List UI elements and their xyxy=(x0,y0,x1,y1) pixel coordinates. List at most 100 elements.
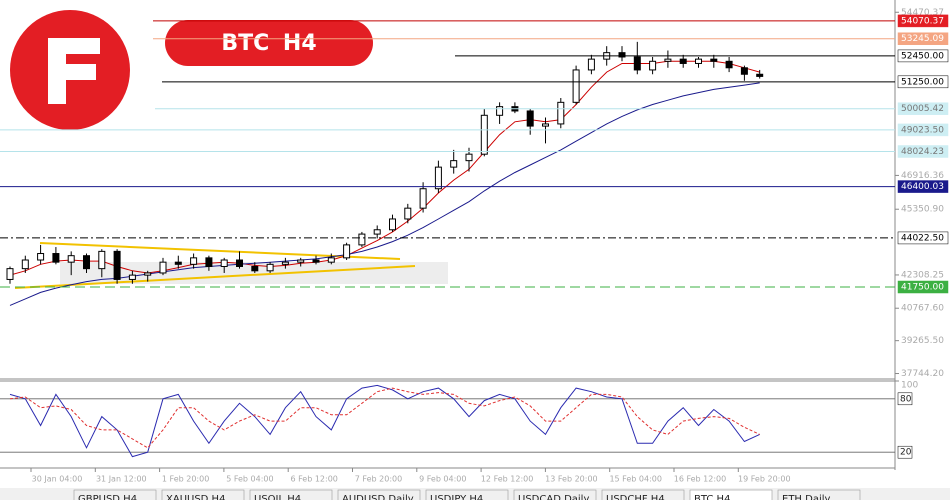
candle-body xyxy=(174,261,182,265)
candle-body xyxy=(205,257,213,267)
candle-body xyxy=(128,274,136,280)
tab-label[interactable]: USDJPY,H4 xyxy=(430,494,483,500)
candle-body xyxy=(633,56,641,71)
candle-body xyxy=(236,259,243,267)
candle-body xyxy=(98,250,106,270)
x-tick-label: 7 Feb 20:00 xyxy=(355,475,402,484)
y-tick-label: 39265.50 xyxy=(901,336,944,346)
oscillator-line xyxy=(9,387,760,449)
y-tick-label: 45350.90 xyxy=(901,205,944,215)
level-label-bg xyxy=(897,49,949,63)
level-label: 54070.37 xyxy=(901,16,944,26)
candle-body xyxy=(526,110,534,127)
tab[interactable] xyxy=(601,489,685,500)
tab[interactable] xyxy=(513,489,597,500)
tab-label[interactable]: ETH,Daily xyxy=(782,494,831,500)
plot xyxy=(6,41,764,306)
x-tick-label: 6 Feb 12:00 xyxy=(290,475,337,484)
candle-body xyxy=(587,58,595,71)
osc-tick-label: 100 xyxy=(901,381,918,391)
tab[interactable] xyxy=(337,489,421,500)
candle-body xyxy=(266,263,274,272)
tab-label[interactable]: USDCAD,Daily xyxy=(518,494,589,500)
osc-level-label: 80 xyxy=(900,394,912,404)
range-box xyxy=(60,262,448,284)
level-label: 52450.00 xyxy=(901,51,944,61)
candle-body xyxy=(404,207,412,220)
candle-body xyxy=(37,253,45,261)
tab[interactable] xyxy=(161,489,245,500)
candle-body xyxy=(159,261,167,274)
level-label-bg xyxy=(897,32,949,45)
candle-body xyxy=(450,160,458,168)
candle-body xyxy=(710,58,718,62)
candle-body xyxy=(83,255,90,270)
tab-label[interactable]: USDCHF,H4 xyxy=(606,494,665,500)
trend-line xyxy=(14,265,416,289)
candle-body xyxy=(297,259,305,263)
candle-body xyxy=(6,268,14,280)
level-label-bg xyxy=(897,14,949,28)
candle-body xyxy=(281,261,289,265)
trend-line xyxy=(39,242,401,260)
title-pill xyxy=(165,20,373,66)
chart-title: BTC H4 xyxy=(221,31,316,56)
candle-body xyxy=(618,52,626,58)
level-label-bg xyxy=(897,123,949,137)
tab[interactable] xyxy=(249,489,333,500)
candle-body xyxy=(419,188,427,209)
tab-label[interactable]: USOIL,H4 xyxy=(254,494,301,500)
level-label: 46400.03 xyxy=(901,182,944,192)
tab[interactable] xyxy=(777,489,861,500)
level-label: 49023.50 xyxy=(901,125,944,135)
candle-body xyxy=(389,218,396,231)
tab-label[interactable]: XAUUSD,H4 xyxy=(166,494,225,500)
candle-body xyxy=(373,229,381,235)
x-tick-label: 13 Feb 20:00 xyxy=(545,475,597,484)
tab-label[interactable]: AUDUSD,Daily xyxy=(342,494,414,500)
level-label-bg xyxy=(897,231,949,245)
x-tick-label: 5 Feb 04:00 xyxy=(226,475,273,484)
x-tick-label: 15 Feb 04:00 xyxy=(609,475,661,484)
osc-level-bg xyxy=(897,392,913,406)
candle-body xyxy=(557,101,565,125)
candle-body xyxy=(649,60,657,71)
candle-body xyxy=(496,106,504,116)
candle-body xyxy=(220,259,228,267)
tab-label[interactable]: GBPUSD,H4 xyxy=(78,494,137,500)
y-tick-label: 46916.36 xyxy=(901,171,944,181)
tab[interactable] xyxy=(425,489,509,500)
candle-body xyxy=(679,58,687,64)
level-label-bg xyxy=(897,280,949,294)
candle-body xyxy=(756,73,764,77)
y-tick-label: 54470.37 xyxy=(901,8,944,18)
candle-body xyxy=(21,259,29,270)
candle-body xyxy=(480,114,488,155)
level-label-bg xyxy=(897,180,949,193)
osc-level-bg xyxy=(897,445,913,459)
y-tick-label: 37744.20 xyxy=(901,369,944,379)
level-label: 41750.00 xyxy=(901,283,944,293)
y-tick-label: 42308.25 xyxy=(901,270,944,280)
y-tick-label: 40767.60 xyxy=(901,304,944,314)
candle-body xyxy=(542,123,549,127)
candle-body xyxy=(434,166,442,190)
candle-body xyxy=(312,259,320,263)
tab-label[interactable]: BTC,H4 xyxy=(694,494,730,500)
oscillator-line xyxy=(9,384,760,458)
level-label: 50005.42 xyxy=(901,104,944,114)
candle-body xyxy=(190,257,198,265)
candle-body xyxy=(52,253,60,263)
level-label-bg xyxy=(897,102,949,115)
x-tick-label: 31 Jan 12:00 xyxy=(96,475,147,484)
candle-body xyxy=(144,272,152,276)
candle-body xyxy=(343,244,351,259)
tab[interactable] xyxy=(689,489,773,500)
tab[interactable] xyxy=(73,489,157,500)
candle-body xyxy=(113,250,121,280)
logo xyxy=(10,10,130,130)
candle-body xyxy=(572,69,580,103)
level-label: 48024.23 xyxy=(901,147,944,157)
